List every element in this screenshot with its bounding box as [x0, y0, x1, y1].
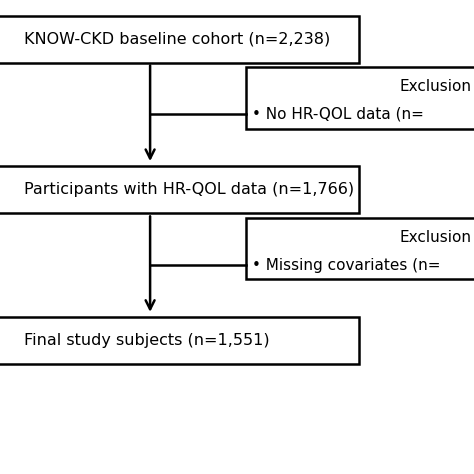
Bar — [246, 218, 474, 279]
Text: Exclusion: Exclusion — [400, 79, 472, 94]
Bar — [0, 166, 359, 213]
Text: • No HR-QOL data (n=: • No HR-QOL data (n= — [252, 107, 424, 122]
Text: Participants with HR-QOL data (n=1,766): Participants with HR-QOL data (n=1,766) — [24, 182, 354, 197]
Bar — [0, 317, 359, 364]
Bar — [0, 16, 359, 63]
Text: Exclusion: Exclusion — [400, 230, 472, 245]
Text: Final study subjects (n=1,551): Final study subjects (n=1,551) — [24, 333, 270, 348]
Bar — [246, 67, 474, 128]
Text: • Missing covariates (n=: • Missing covariates (n= — [252, 258, 441, 273]
Text: KNOW-CKD baseline cohort (n=2,238): KNOW-CKD baseline cohort (n=2,238) — [24, 32, 330, 46]
